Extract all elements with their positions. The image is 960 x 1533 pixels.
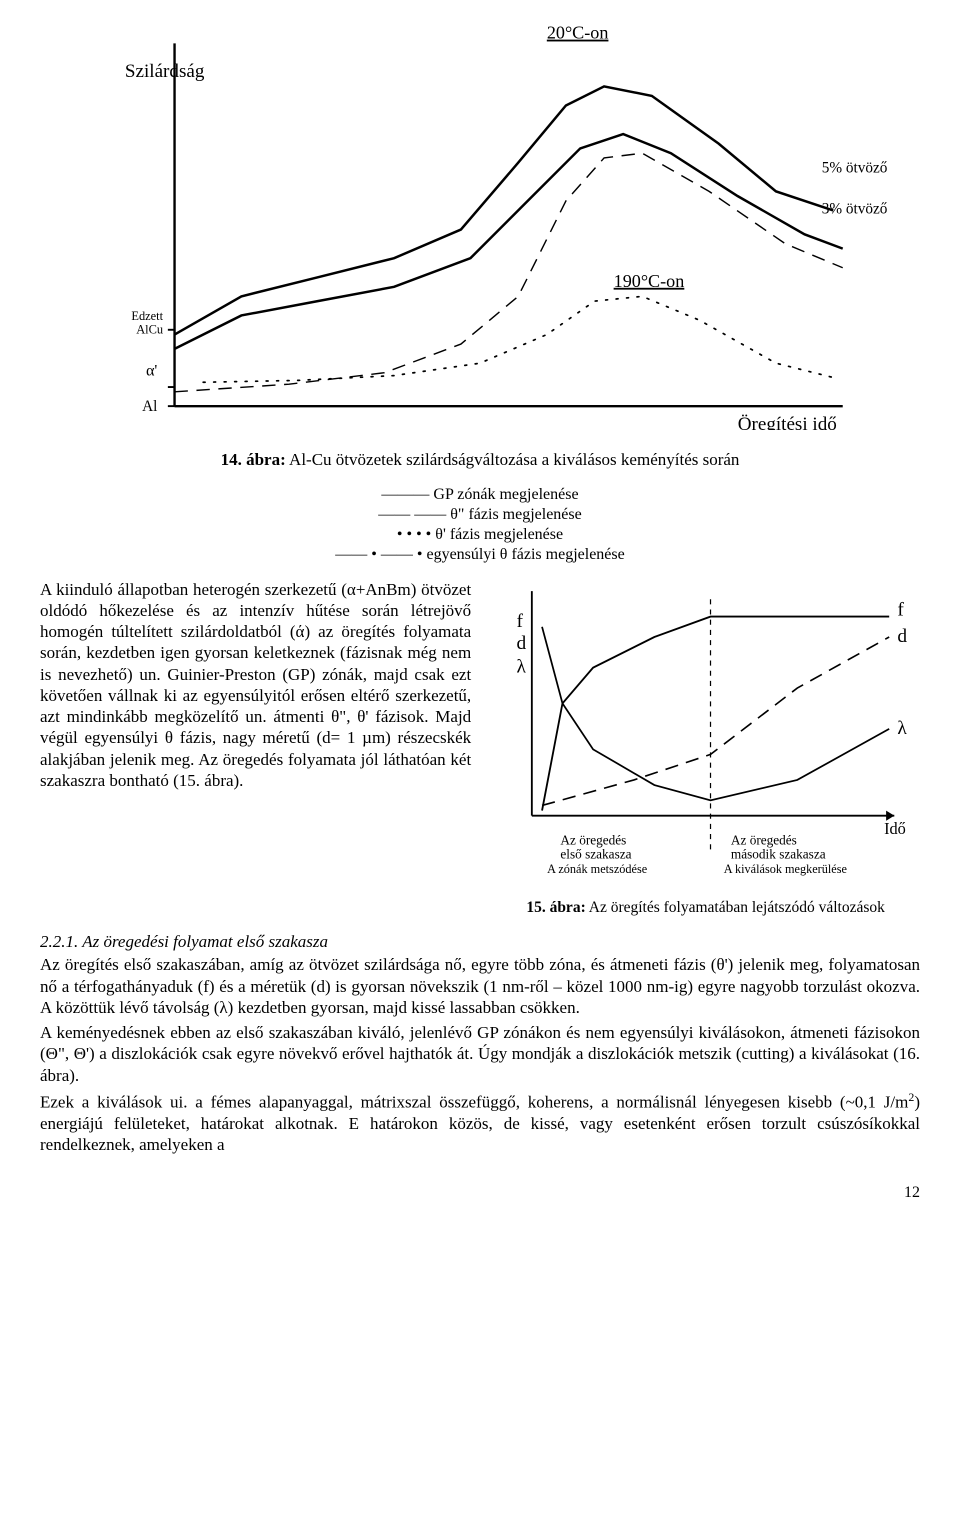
- figure-14-legend: ——— GP zónák megjelenése —— —— θ" fázis …: [40, 485, 920, 565]
- caption-14-bold: 14. ábra:: [221, 450, 286, 469]
- paragraph-2: A keményedésnek ebben az első szakaszába…: [40, 1022, 920, 1086]
- svg-text:második szakasza: második szakasza: [731, 846, 826, 861]
- legend-line-3: • • • • θ' fázis megjelenése: [40, 525, 920, 545]
- svg-text:A zónák metszódése: A zónák metszódése: [547, 861, 648, 875]
- svg-text:5% ötvöző: 5% ötvöző: [822, 159, 888, 176]
- svg-text:d: d: [517, 633, 527, 654]
- figure-14-caption: 14. ábra: Al-Cu ötvözetek szilárdságvált…: [40, 449, 920, 470]
- svg-text:3% ötvöző: 3% ötvöző: [822, 200, 888, 217]
- legend-line-4: —— • —— • egyensúlyi θ fázis megjelenése: [40, 545, 920, 565]
- svg-text:Szilárdság: Szilárdság: [125, 61, 205, 82]
- svg-text:első szakasza: első szakasza: [561, 846, 632, 861]
- legend-line-2: —— —— θ" fázis megjelenése: [40, 505, 920, 525]
- caption-14-rest: Al-Cu ötvözetek szilárdságváltozása a ki…: [286, 450, 740, 469]
- figure-15-caption: 15. ábra: Az öregítés folyamatában leját…: [491, 898, 920, 917]
- svg-text:d: d: [898, 626, 908, 647]
- legend-line-1: ——— GP zónák megjelenése: [40, 485, 920, 505]
- caption-15-bold: 15. ábra:: [526, 899, 585, 916]
- svg-text:Öregítési idő: Öregítési idő: [738, 414, 837, 430]
- svg-text:Az öregedés: Az öregedés: [731, 832, 797, 847]
- page-number: 12: [40, 1183, 920, 1203]
- svg-text:f: f: [898, 599, 905, 620]
- svg-text:λ: λ: [898, 718, 908, 739]
- caption-15-rest: Az öregítés folyamatában lejátszódó vált…: [586, 899, 885, 916]
- paragraph-left: A kiinduló állapotban heterogén szerkeze…: [40, 579, 471, 792]
- svg-text:Edzett: Edzett: [131, 309, 163, 323]
- svg-text:20°C-on: 20°C-on: [547, 23, 609, 43]
- svg-text:α': α': [146, 362, 157, 380]
- figure-15-chart: Idő f d λ f d λ Az öregedés első szakasz…: [491, 579, 920, 889]
- svg-text:190°C-on: 190°C-on: [614, 271, 685, 291]
- svg-text:f: f: [517, 610, 524, 631]
- paragraph-3: Ezek a kiválások ui. a fémes alapanyagga…: [40, 1090, 920, 1155]
- figure-14-chart: Al α' Edzett AlCu Szilárdság Öregítési i…: [40, 10, 920, 430]
- paragraph-1: Az öregítés első szakaszában, amíg az öt…: [40, 954, 920, 1018]
- svg-text:Al: Al: [142, 398, 157, 415]
- section-221-title: 2.2.1. Az öregedési folyamat első szakas…: [40, 931, 920, 952]
- svg-text:λ: λ: [517, 656, 527, 677]
- svg-text:Az öregedés: Az öregedés: [561, 832, 627, 847]
- svg-text:Idő: Idő: [884, 819, 906, 838]
- svg-text:A kiválások megkerülése: A kiválások megkerülése: [724, 861, 848, 875]
- paragraph-3a: Ezek a kiválások ui. a fémes alapanyagga…: [40, 1093, 908, 1112]
- svg-text:AlCu: AlCu: [136, 323, 163, 337]
